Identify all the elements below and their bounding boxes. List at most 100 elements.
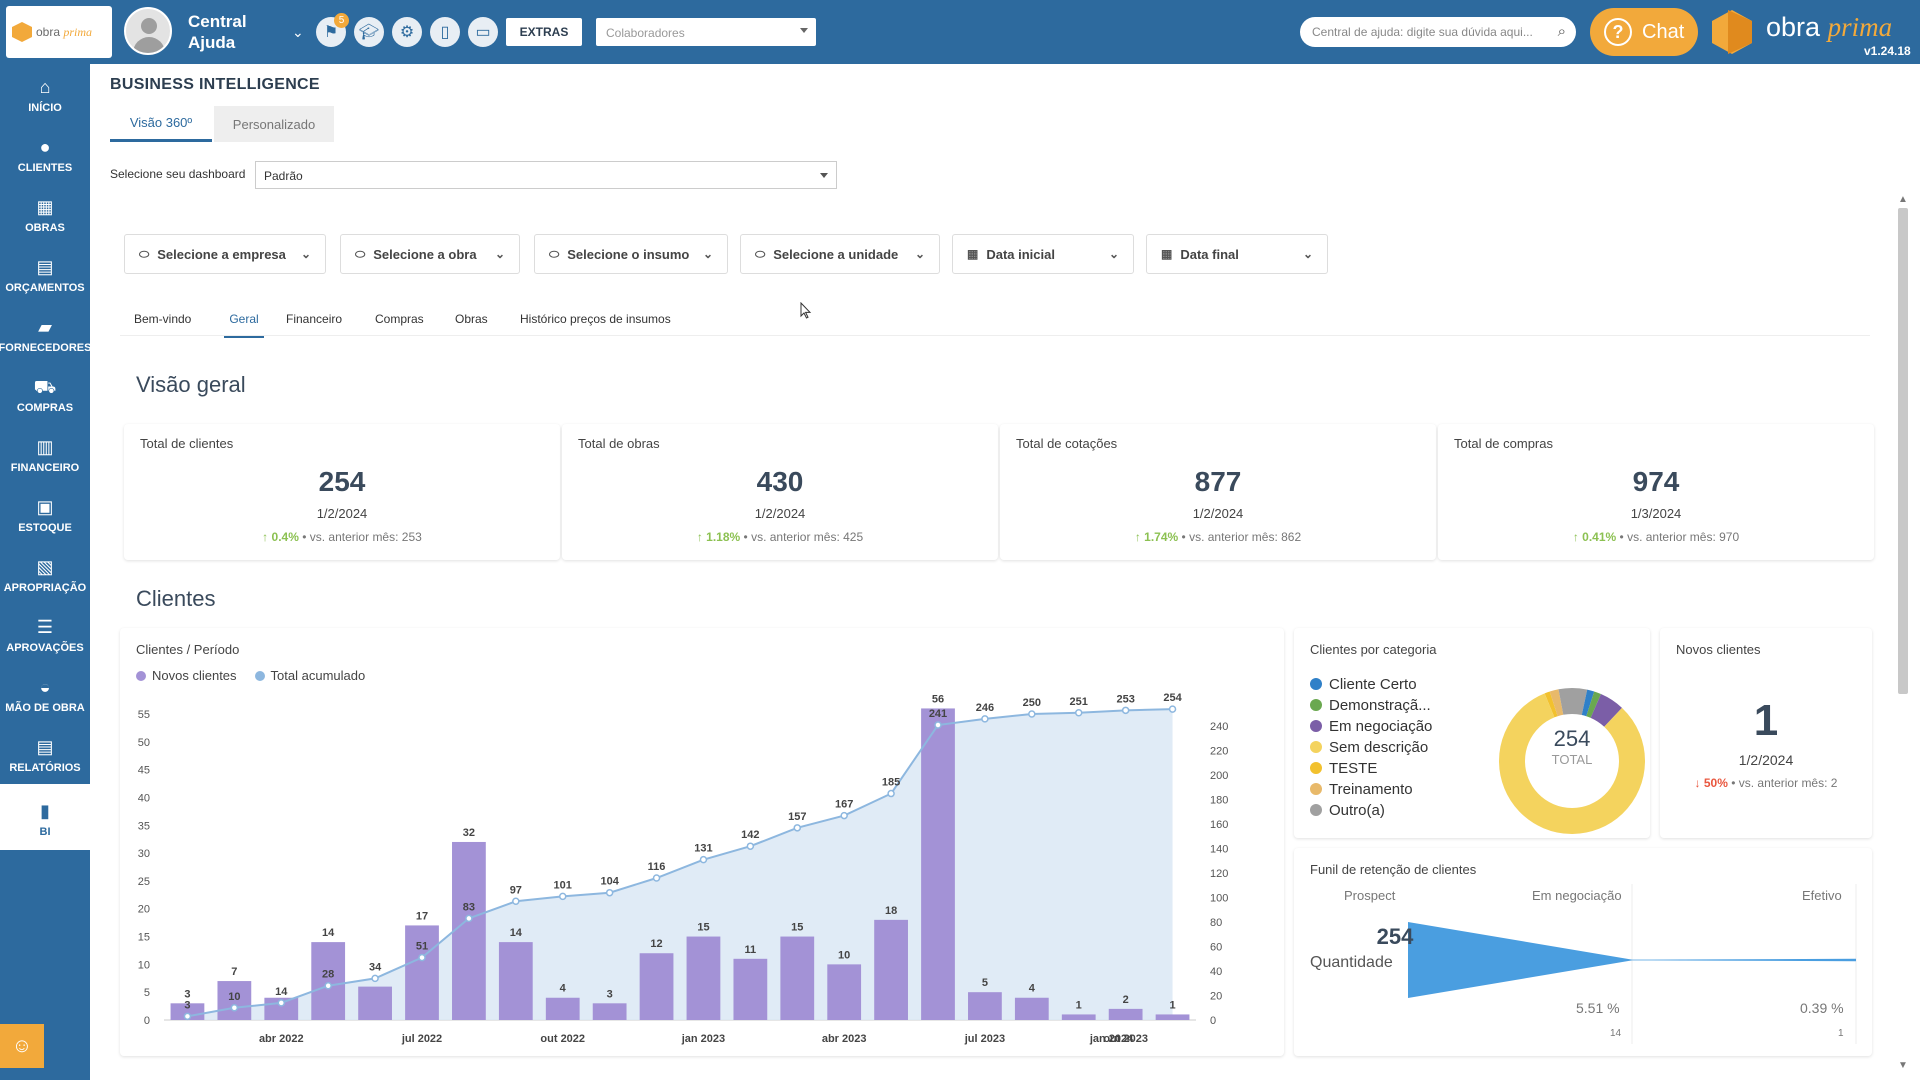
scroll-down-icon[interactable]: ▼ [1898,1060,1908,1071]
sidebar-item-clientes[interactable]: ● CLIENTES [17,137,73,174]
bar-data-label: 17 [416,910,428,922]
donut-hole [1526,715,1618,807]
retention-funnel-card: Funil de retenção de clientes Prospect E… [1294,848,1872,1056]
obra-filter[interactable]: ⬭ Selecione a obra ⌄ [340,234,520,274]
sidebar-item-mao-de-obra[interactable]: ◒ MÃO DE OBRA [5,677,85,714]
y-right-tick-label: 240 [1210,721,1228,733]
user-name[interactable]: Central Ajuda [188,12,247,52]
sidebar-item-apropriacao[interactable]: ▧ APROPRIAÇÃO [3,557,87,594]
search-icon[interactable]: ⌕ [1557,23,1566,40]
y-left-tick-label: 10 [138,959,150,971]
category-item-treinamento[interactable]: Treinamento [1310,781,1413,798]
y-right-tick-label: 120 [1210,868,1228,880]
category-item-cliente-certo[interactable]: Cliente Certo [1310,676,1417,693]
end-date-filter[interactable]: ▦ Data final ⌄ [1146,234,1328,274]
funnel-value: 254 [1376,924,1414,949]
help-search-input[interactable]: Central de ajuda: digite sua dúvida aqui… [1300,17,1576,47]
dashboard-select[interactable]: Padrão [255,161,837,189]
insumo-filter[interactable]: ⬭ Selecione o insumo ⌄ [534,234,728,274]
sidebar-item-aprovacoes[interactable]: ☰ APROVAÇÕES [6,617,84,654]
graduation-cap-icon[interactable]: 🎓︎ [354,17,384,47]
bar-novos-clientes [498,942,533,1020]
category-item-outro[interactable]: Outro(a) [1310,802,1385,819]
funnel-stage-negociacao: Em negociação [1532,888,1622,903]
bar-data-label: 1 [1076,999,1082,1011]
kpi-total-compras: Total de compras 974 1/3/2024 ↑ 0.41% • … [1438,424,1874,560]
monitor-icon[interactable]: ▭ [468,17,498,47]
accumulated-data-label: 250 [1023,697,1041,709]
calculator-icon: ▥ [36,437,54,457]
kpi-total-clientes: Total de clientes 254 1/2/2024 ↑ 0.4% • … [124,424,560,560]
donut-total-label: TOTAL [1551,752,1593,767]
accumulated-data-label: 167 [835,799,853,811]
scroll-up-icon[interactable]: ▲ [1898,194,1908,205]
category-item-teste[interactable]: TESTE [1310,760,1377,777]
tab-visao-360[interactable]: Visão 360º [110,106,212,142]
avatar[interactable] [124,7,172,55]
sidebar-item-estoque[interactable]: ▣ ESTOQUE [18,497,72,534]
x-tick-label: abr 2023 [822,1033,867,1045]
end-date-label: Data final [1180,246,1239,262]
tab-geral[interactable]: Geral [224,312,264,338]
sidebar-item-orcamentos[interactable]: ▤ ORÇAMENTOS [5,257,85,294]
accumulated-data-label: 116 [648,861,666,873]
legend-item-acumulado[interactable]: Total acumulado [254,668,365,683]
accumulated-point [887,789,895,798]
unidade-filter[interactable]: ⬭ Selecione a unidade ⌄ [740,234,940,274]
tab-financeiro[interactable]: Financeiro [286,312,343,326]
logo-mark-icon [12,22,32,42]
scrollbar[interactable]: ▲ ▼ [1896,194,1910,1074]
accumulated-data-label: 254 [1163,692,1182,704]
tag-icon: ⬭ [755,246,766,261]
donut-total-value: 254 [1553,726,1591,751]
accumulated-point [465,914,473,923]
accumulated-point [1074,709,1083,717]
page-title: BUSINESS INTELLIGENCE [110,76,320,93]
legend-dot-icon [1310,762,1322,774]
accumulated-point [981,715,989,723]
unidade-filter-label: Selecione a unidade [773,246,899,262]
bar-novos-clientes [217,981,252,1020]
sidebar-item-relatorios[interactable]: ▤ RELATÓRIOS [9,737,81,774]
tab-bem-vindo[interactable]: Bem-vindo [134,312,192,326]
sidebar-item-obras[interactable]: ▦ OBRAS [25,197,65,234]
chat-button[interactable]: ? Chat [1590,8,1698,56]
sidebar-item-fornecedores[interactable]: ▰ FORNECEDORES [0,317,92,354]
category-item-sem-descricao[interactable]: Sem descrição [1310,739,1428,756]
tab-obras[interactable]: Obras [455,312,488,326]
accumulated-data-label: 51 [416,941,428,953]
tabs-divider [120,335,1870,336]
legend-label: Novos clientes [152,668,237,683]
mobile-icon[interactable]: ▯ [430,17,460,47]
y-right-tick-label: 40 [1210,966,1222,978]
arrow-up-icon: ↑ [262,530,269,544]
app-logo[interactable]: obra prima [6,6,112,58]
tab-compras[interactable]: Compras [375,312,424,326]
sidebar-item-financeiro[interactable]: ▥ FINANCEIRO [10,437,80,474]
company-filter[interactable]: ⬭ Selecione a empresa ⌄ [124,234,326,274]
chevron-down-icon[interactable]: ⌄ [292,24,304,40]
collaborators-select[interactable]: Colaboradores [596,18,816,46]
feedback-button[interactable]: ☺ [0,1024,44,1068]
tab-personalizado[interactable]: Personalizado [214,106,334,142]
tab-historico-precos[interactable]: Histórico preços de insumos [520,312,671,326]
sidebar-item-bi[interactable]: ▮ BI [0,784,90,850]
accumulated-data-label: 34 [369,961,382,973]
legend-item-novos[interactable]: Novos clientes [136,668,237,683]
chat-bubble-icon: ☺ [11,1034,33,1057]
sidebar-item-inicio[interactable]: ⌂ INÍCIO [28,77,62,114]
category-item-demonstracao[interactable]: Demonstraçã... [1310,697,1431,714]
y-right-tick-label: 80 [1210,917,1222,929]
accumulated-point [934,721,942,729]
bar-novos-clientes [311,942,346,1020]
scroll-thumb[interactable] [1898,208,1908,694]
category-item-em-negociacao[interactable]: Em negociação [1310,718,1432,735]
accumulated-data-label: 157 [788,811,806,823]
extras-button[interactable]: EXTRAS [506,18,582,46]
new-clients-date: 1/2/2024 [1738,752,1794,768]
start-date-filter[interactable]: ▦ Data inicial ⌄ [952,234,1134,274]
sidebar-item-compras[interactable]: ⛟ COMPRAS [16,377,74,414]
x-tick-label: abr 2022 [259,1033,304,1045]
gear-icon[interactable]: ⚙ [392,17,422,47]
accumulated-data-label: 10 [228,991,240,1003]
